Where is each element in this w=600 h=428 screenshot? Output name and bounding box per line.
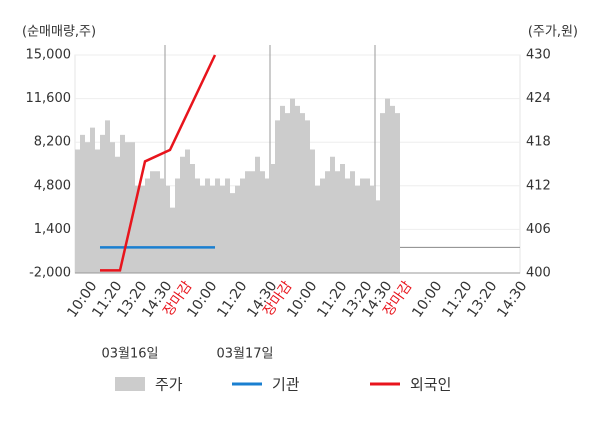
y2-tick-label: 424 (526, 91, 551, 106)
y2-axis-label: (주가,원) (528, 25, 578, 40)
y2-tick-label: 430 (526, 48, 551, 63)
x-tick-label: 14:30 (494, 278, 530, 320)
y-tick-label: 15,000 (26, 48, 72, 63)
legend-swatch (115, 377, 145, 391)
y-tick-label: 4,800 (34, 178, 71, 193)
date-label: 03월17일 (216, 347, 273, 362)
legend-label: 기관 (272, 376, 300, 394)
series-line (100, 54, 217, 272)
legend-label: 외국인 (410, 376, 451, 394)
legend: 주가 기관 외국인 (115, 376, 451, 394)
legend-label: 주가 (155, 376, 183, 394)
y-tick-label: 11,600 (26, 91, 72, 106)
y-tick-label: 1,400 (34, 222, 71, 237)
y2-tick-label: 418 (526, 135, 551, 150)
y2-tick-label: 400 (526, 266, 551, 281)
y-tick-label: -2,000 (29, 266, 71, 281)
x-tick-label: 10:00 (409, 278, 445, 320)
date-label: 03월16일 (101, 347, 158, 362)
y-axis-label: (순매매량,주) (22, 25, 96, 40)
price-area (75, 98, 400, 273)
x-tick-label: 11:20 (214, 278, 250, 320)
y2-tick-label: 406 (526, 222, 551, 237)
y-tick-label: 8,200 (34, 135, 71, 150)
y2-tick-label: 412 (526, 178, 551, 193)
